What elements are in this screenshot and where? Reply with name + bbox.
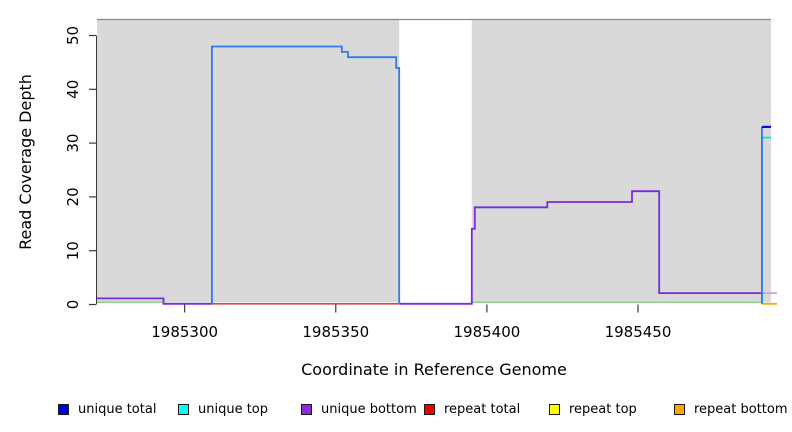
legend-item-repeat-total: repeat total bbox=[424, 399, 520, 419]
legend: unique total unique top unique bottom re… bbox=[0, 399, 792, 423]
legend-label: repeat bottom bbox=[694, 401, 788, 417]
shaded-regions bbox=[97, 19, 771, 303]
y-tick-label: 40 bbox=[64, 80, 82, 99]
legend-label: repeat top bbox=[569, 401, 637, 417]
legend-label: repeat total bbox=[444, 401, 521, 417]
x-tick-label: 1985450 bbox=[605, 323, 672, 341]
y-tick-label: 50 bbox=[64, 26, 82, 45]
x-tick-label: 1985400 bbox=[453, 323, 520, 341]
unique-total-main bbox=[210, 45, 401, 304]
shaded-region bbox=[97, 19, 400, 303]
x-tick-label: 1985300 bbox=[151, 323, 218, 341]
legend-item-unique-top: unique top bbox=[178, 399, 268, 419]
axes: 1985300 1985350 1985400 1985450 0 10 20 30 40 50 bbox=[64, 26, 671, 341]
legend-item-repeat-top: repeat top bbox=[549, 399, 637, 419]
legend-item-repeat-bottom: repeat bottom bbox=[674, 399, 788, 419]
y-tick-label: 0 bbox=[64, 300, 82, 310]
unique-top-swatch-icon bbox=[178, 403, 189, 415]
plot-frame bbox=[96, 18, 771, 305]
legend-label: unique top bbox=[198, 401, 269, 417]
y-axis-title: Read Coverage Depth bbox=[16, 74, 35, 250]
unique-bottom-swatch-icon bbox=[301, 403, 312, 415]
legend-label: unique total bbox=[78, 401, 157, 417]
legend-label: unique bottom bbox=[321, 401, 417, 417]
unique-total-swatch-icon bbox=[58, 403, 69, 415]
x-axis-title: Coordinate in Reference Genome bbox=[301, 360, 567, 379]
shaded-region bbox=[471, 19, 771, 303]
unique-bottom-left bbox=[97, 297, 212, 305]
legend-item-unique-bottom: unique bottom bbox=[301, 399, 417, 419]
y-tick-label: 20 bbox=[64, 187, 82, 206]
repeat-bottom-swatch-icon bbox=[674, 403, 685, 415]
y-tick-label: 30 bbox=[64, 134, 82, 153]
y-tick-label: 10 bbox=[64, 241, 82, 260]
repeat-top-swatch-icon bbox=[549, 403, 560, 415]
unique-bottom-main bbox=[399, 190, 762, 305]
legend-item-unique-total: unique total bbox=[58, 399, 156, 419]
x-tick-label: 1985350 bbox=[302, 323, 369, 341]
coverage-lines bbox=[97, 45, 777, 305]
read-coverage-chart: 1985300 1985350 1985400 198545001020304050 … bbox=[16, 18, 777, 379]
repeat-total-swatch-icon bbox=[424, 403, 435, 415]
